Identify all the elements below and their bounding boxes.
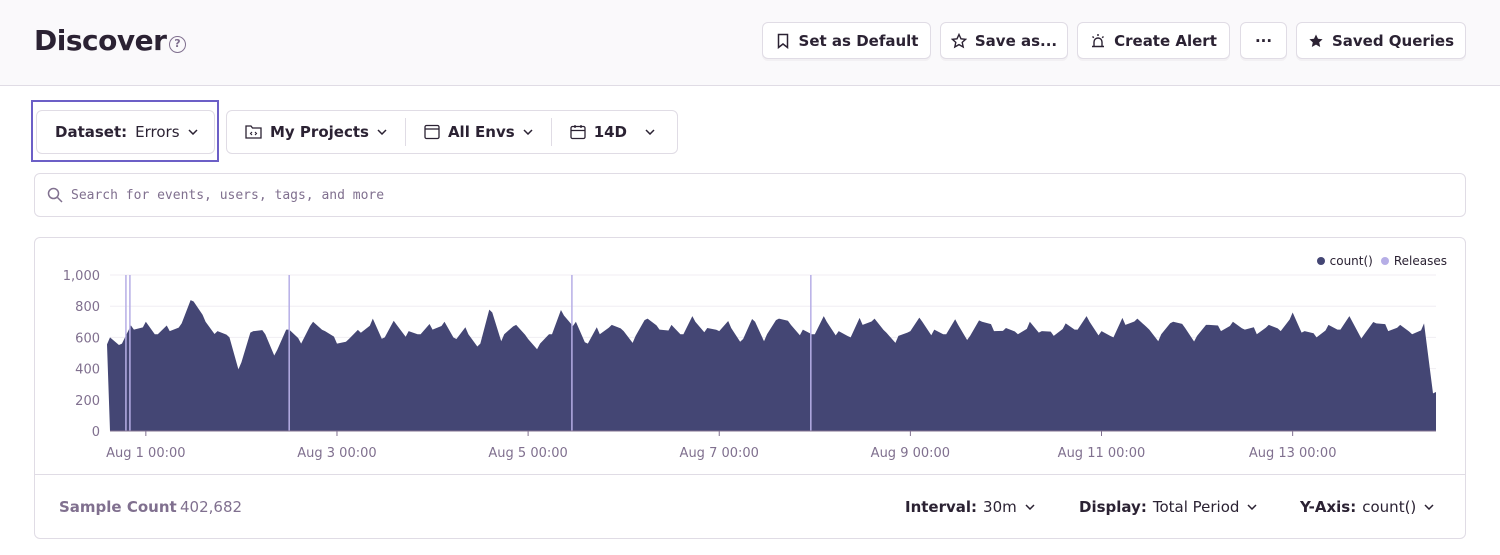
set-as-default-button[interactable]: Set as Default: [762, 22, 931, 59]
search-input[interactable]: [71, 187, 1371, 203]
save-as-button[interactable]: Save as...: [940, 22, 1068, 59]
chevron-down-icon: [645, 129, 655, 135]
more-options-button[interactable]: ···: [1240, 22, 1287, 59]
page-filter-bar: My Projects All Envs 14D: [226, 110, 678, 154]
dataset-selector[interactable]: Dataset: Errors: [36, 110, 215, 154]
x-tick-label: Aug 11 00:00: [1058, 446, 1146, 461]
chevron-down-icon: [377, 129, 387, 135]
page-title: Discover: [34, 24, 167, 57]
x-tick-label: Aug 1 00:00: [106, 446, 185, 461]
x-tick-label: Aug 3 00:00: [297, 446, 376, 461]
siren-icon: [1092, 33, 1105, 47]
legend-item-releases[interactable]: Releases: [1380, 254, 1447, 268]
page-header: Discover ? Set as Default Save as... Cre…: [0, 0, 1500, 86]
bookmark-icon: [777, 33, 788, 49]
star-outline-icon: [950, 32, 967, 48]
sample-count-value: 402,682: [180, 498, 243, 516]
ellipsis-icon: ···: [1254, 31, 1273, 50]
x-tick-label: Aug 7 00:00: [680, 446, 759, 461]
chart-legend: count() Releases: [1316, 254, 1447, 268]
saved-queries-button[interactable]: Saved Queries: [1296, 22, 1466, 59]
interval-selector[interactable]: Interval: 30m: [905, 498, 1035, 516]
star-filled-icon: [1309, 34, 1323, 47]
legend-item-count[interactable]: count(): [1316, 254, 1373, 268]
chevron-down-icon: [1247, 504, 1257, 510]
x-tick-label: Aug 13 00:00: [1249, 446, 1337, 461]
environment-selector[interactable]: All Envs: [404, 118, 551, 146]
search-bar: [34, 173, 1466, 217]
y-tick-label: 400: [75, 363, 100, 378]
x-tick-label: Aug 5 00:00: [488, 446, 567, 461]
y-tick-label: 0: [92, 425, 100, 440]
y-tick-label: 800: [75, 300, 100, 315]
y-tick-label: 600: [75, 331, 100, 346]
y-tick-label: 200: [75, 394, 100, 409]
y-axis-selector[interactable]: Y-Axis: count(): [1300, 498, 1434, 516]
calendar-icon: [570, 125, 586, 140]
chevron-down-icon: [188, 129, 198, 135]
chevron-down-icon: [523, 129, 533, 135]
dataset-focus-ring: [31, 100, 219, 162]
events-chart: 0 200 400 600 800 1,000 Aug 1 00:00 Aug 3 00:00…: [63, 269, 1436, 461]
y-tick-label: 1,000: [63, 269, 100, 284]
count-series-area: [107, 300, 1436, 431]
project-icon: [245, 125, 262, 139]
chevron-down-icon: [1025, 504, 1035, 510]
sample-count-label: Sample Count: [59, 498, 177, 516]
display-selector[interactable]: Display: Total Period: [1079, 498, 1257, 516]
chart-panel: count() Releases 0 200 400 600 800 1,000 Aug 1…: [34, 237, 1466, 539]
search-icon: [47, 187, 63, 203]
create-alert-button[interactable]: Create Alert: [1077, 22, 1230, 59]
project-selector[interactable]: My Projects: [227, 118, 405, 146]
chart-footer: Sample Count 402,682 Interval: 30m Displa…: [35, 474, 1465, 539]
question-circle-icon[interactable]: ?: [169, 36, 186, 53]
x-tick-label: Aug 9 00:00: [871, 446, 950, 461]
date-range-selector[interactable]: 14D: [550, 118, 673, 146]
window-icon: [424, 124, 440, 140]
chevron-down-icon: [1424, 504, 1434, 510]
